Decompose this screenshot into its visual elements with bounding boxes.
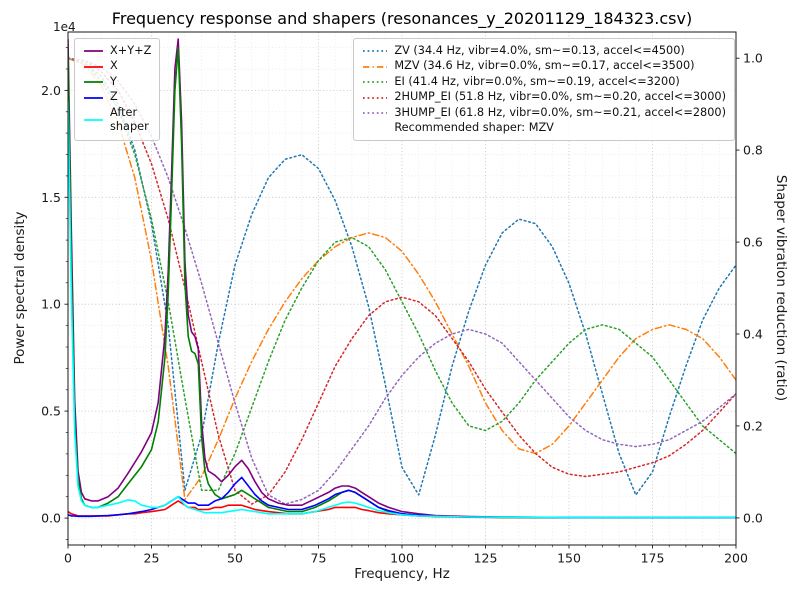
- y-right-tick-label: 0.6: [743, 235, 763, 250]
- legend-label: Y: [110, 74, 117, 88]
- legend-swatch-ZV: [363, 50, 388, 53]
- y-left-tick-label: 2.0: [41, 83, 61, 98]
- legend-item-3HUMP_EI: 3HUMP_EI (61.8 Hz, vibr=0.0%, sm~=0.21, …: [362, 106, 726, 120]
- legend-swatch-y: [84, 81, 103, 84]
- legend-item-z: Z: [83, 90, 151, 104]
- series-line-z: [68, 476, 736, 519]
- legend-swatch-z: [84, 96, 103, 99]
- y-right-tick-label: 0.4: [743, 327, 763, 342]
- x-tick-label: 150: [557, 551, 581, 566]
- recommended-shaper-note: Recommended shaper: MZV: [394, 121, 554, 135]
- x-axis-label: Frequency, Hz: [354, 566, 450, 582]
- series-group: [68, 38, 736, 519]
- series-line-after_shaper: [68, 101, 736, 519]
- legend-item-MZV: MZV (34.6 Hz, vibr=0.0%, sm~=0.17, accel…: [362, 59, 726, 73]
- y-left-tick-label: 0.0: [41, 511, 61, 526]
- legend-swatch-x: [84, 65, 103, 68]
- legend-swatch-2HUMP_EI: [363, 96, 388, 99]
- y-axis-label-left: Power spectral density: [12, 211, 28, 365]
- legend-item-2HUMP_EI: 2HUMP_EI (51.8 Hz, vibr=0.0%, sm~=0.20, …: [362, 90, 726, 104]
- x-tick-label: 25: [144, 551, 160, 566]
- x-tick-label: 50: [227, 551, 243, 566]
- x-tick-label: 75: [311, 551, 327, 566]
- y-right-tick-label: 0.2: [743, 418, 763, 433]
- legend-label: EI (41.4 Hz, vibr=0.0%, sm~=0.19, accel<…: [394, 74, 680, 88]
- legend-item-sum: X+Y+Z: [83, 44, 151, 58]
- series-line-2HUMP_EI: [68, 57, 736, 505]
- y-left-tick-label: 1.5: [41, 190, 61, 205]
- ticks: 0 25 50 75 100 125 150 175 200 0.0 0.5 1.0 1.5 2.0 0.0…: [41, 47, 763, 566]
- legend-swatch-EI: [363, 81, 388, 84]
- y-right-tick-label: 1.0: [743, 51, 763, 66]
- legend-swatch-after_shaper: [84, 119, 103, 122]
- legend-item-EI: EI (41.4 Hz, vibr=0.0%, sm~=0.19, accel<…: [362, 75, 726, 89]
- chart-title: Frequency response and shapers (resonanc…: [111, 9, 693, 28]
- y-right-tick-label: 0.0: [743, 510, 763, 525]
- legend-label: 3HUMP_EI (61.8 Hz, vibr=0.0%, sm~=0.21, …: [394, 105, 726, 119]
- legend-swatch-MZV: [363, 65, 388, 68]
- legend-label: X+Y+Z: [110, 44, 152, 57]
- series-line-MZV: [68, 57, 736, 501]
- legend-swatch-3HUMP_EI: [363, 112, 388, 114]
- y-left-tick-label: 0.5: [41, 404, 61, 419]
- x-tick-label: 200: [724, 551, 748, 566]
- legend-label: X: [110, 59, 118, 73]
- shaper-legend: ZV (34.4 Hz, vibr=4.0%, sm~=0.13, accel<…: [353, 38, 735, 141]
- legend-label: ZV (34.4 Hz, vibr=4.0%, sm~=0.13, accel<…: [394, 44, 685, 57]
- series-line-sum: [68, 38, 736, 519]
- y-left-tick-label: 1.0: [41, 297, 61, 312]
- legend-item-x: X: [83, 59, 151, 73]
- series-line-3HUMP_EI: [68, 57, 736, 505]
- legend-label: Z: [110, 90, 118, 104]
- legend-label: MZV (34.6 Hz, vibr=0.0%, sm~=0.17, accel…: [394, 59, 695, 73]
- psd-legend-items: X+Y+Z X Y Z After shaper: [83, 44, 151, 135]
- y-axis-label-right: Shaper vibration reduction (ratio): [773, 174, 789, 402]
- x-tick-label: 125: [474, 551, 498, 566]
- psd-legend: X+Y+Z X Y Z After shaper: [74, 38, 161, 141]
- x-tick-label: 100: [390, 551, 414, 566]
- shaper-legend-items: ZV (34.4 Hz, vibr=4.0%, sm~=0.13, accel<…: [362, 44, 726, 120]
- legend-label: After shaper: [110, 105, 149, 134]
- x-tick-label: 175: [641, 551, 665, 566]
- legend-item-y: Y: [83, 75, 151, 89]
- legend-label: 2HUMP_EI (51.8 Hz, vibr=0.0%, sm~=0.20, …: [394, 90, 726, 104]
- y-right-tick-label: 0.8: [743, 143, 763, 158]
- legend-swatch-sum: [84, 50, 103, 53]
- series-line-ZV: [68, 57, 736, 496]
- x-tick-label: 0: [64, 551, 72, 566]
- legend-item-after_shaper: After shaper: [83, 106, 151, 135]
- y-axis-offset-label: 1e4: [53, 20, 76, 34]
- legend-item-ZV: ZV (34.4 Hz, vibr=4.0%, sm~=0.13, accel<…: [362, 44, 726, 58]
